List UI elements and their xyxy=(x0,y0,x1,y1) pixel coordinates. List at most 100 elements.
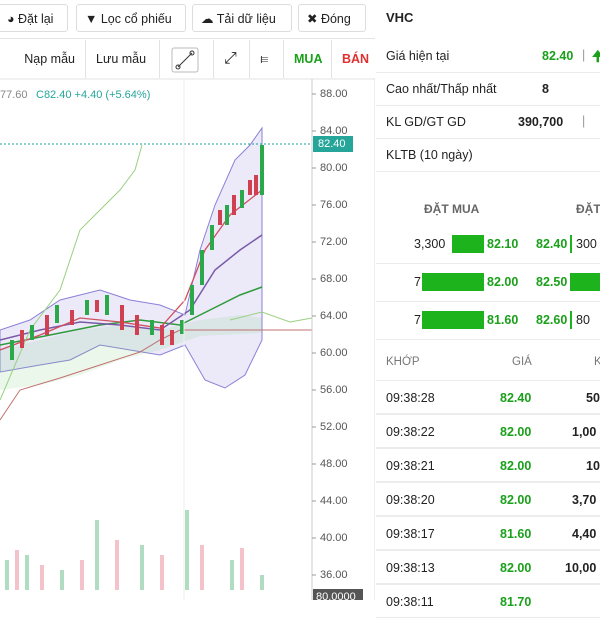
button-label: Đặt lại xyxy=(18,12,54,26)
filter-button[interactable]: ▼ Lọc cổ phiếu xyxy=(76,4,186,32)
trade-price: 82.00 xyxy=(500,561,532,575)
info-value: 82.40 xyxy=(542,49,574,63)
load-template[interactable]: Nạp mẫu xyxy=(0,40,86,78)
time-header: KHỚP xyxy=(386,356,420,368)
divider xyxy=(0,38,375,39)
save-template[interactable]: Lưu mẫu xyxy=(86,40,160,78)
sell-button[interactable]: BÁN xyxy=(342,52,370,66)
ask-header: ĐẶT xyxy=(576,202,600,216)
trade-row: 09:38:22 82.00 1,00 xyxy=(376,414,600,448)
info-value: 8 xyxy=(542,82,549,96)
button-label: Tải dữ liệu xyxy=(216,12,276,26)
price-axis-label: 88.00 xyxy=(320,88,348,100)
ask-price: 82.60 xyxy=(536,313,568,327)
trade-volume: 10 xyxy=(586,459,600,473)
trade-price: 82.40 xyxy=(500,391,532,405)
trade-price: 82.00 xyxy=(500,493,532,507)
button-label: Đóng xyxy=(320,12,351,26)
trade-price: 81.70 xyxy=(500,595,532,609)
up-arrow: 🠉 xyxy=(592,48,600,64)
trade-volume: 10,00 xyxy=(565,561,597,575)
trade-row: 09:38:13 82.00 10,00 xyxy=(376,550,600,584)
separator: | xyxy=(582,48,586,62)
info-row: Giá hiện tại 82.40 | 🠉 xyxy=(376,40,600,73)
price-axis-label: 84.00 xyxy=(320,125,348,137)
bid-price: 82.10 xyxy=(487,237,519,251)
trade-volume: 50 xyxy=(586,391,600,405)
info-row: Cao nhất/Thấp nhất 8 xyxy=(376,73,600,106)
price-header: GIÁ xyxy=(512,356,532,368)
symbol: VHC xyxy=(386,10,414,25)
fullscreen[interactable]: ⤢ xyxy=(214,40,250,78)
price-axis-label: 36.00 xyxy=(320,569,348,581)
trade-row: 09:38:21 82.00 10 xyxy=(376,448,600,482)
separator: | xyxy=(582,114,586,128)
trade-row: 09:38:17 81.60 4,40 xyxy=(376,516,600,550)
bid-volume: 3,300 xyxy=(414,237,446,251)
info-label: Cao nhất/Thấp nhất xyxy=(386,82,497,96)
legend-open: 77.60 xyxy=(0,89,28,101)
page: ◕ Đặt lại ▼ Lọc cổ phiếu ☁ Tải dữ liệu ✖… xyxy=(0,4,600,618)
info-label: Giá hiện tại xyxy=(386,49,450,63)
price-axis-label: 76.00 xyxy=(320,199,348,211)
bid-bar xyxy=(452,235,484,253)
price-axis-label: 60.00 xyxy=(320,347,348,359)
line-tool[interactable] xyxy=(160,40,214,78)
trade-volume: 4,40 xyxy=(572,527,597,541)
bid-header: ĐẶT MUA xyxy=(424,202,480,216)
legend-change: C82.40 +4.40 (+5.64%) xyxy=(36,89,150,101)
volume-axis-label: 80.0000 xyxy=(316,591,356,600)
ask-bar xyxy=(570,311,572,329)
trade-time: 09:38:20 xyxy=(386,493,435,507)
trade-time: 09:38:28 xyxy=(386,391,435,405)
trade-price: 82.00 xyxy=(500,459,532,473)
trade-volume: 3,70 xyxy=(572,493,597,507)
price-axis-label: 64.00 xyxy=(320,310,348,322)
info-row: KLTB (10 ngày) xyxy=(376,139,600,172)
trade-time: 09:38:13 xyxy=(386,561,435,575)
close-button[interactable]: ✖ Đóng xyxy=(298,4,366,32)
line-icon xyxy=(171,47,199,73)
reset-button[interactable]: ◕ Đặt lại xyxy=(0,4,68,32)
bid-price: 81.60 xyxy=(487,313,519,327)
trade-price: 81.60 xyxy=(500,527,532,541)
info-value: 390,700 xyxy=(518,115,564,129)
ask-price: 82.40 xyxy=(536,237,568,251)
volume-header: K xyxy=(594,356,600,368)
bid-price: 82.00 xyxy=(487,275,519,289)
bid-bar xyxy=(422,273,484,291)
ask-price: 82.50 xyxy=(536,275,568,289)
ask-volume: 300 xyxy=(576,237,597,251)
button-label: Lọc cổ phiếu xyxy=(100,12,172,26)
price-axis-label: 80.00 xyxy=(320,162,348,174)
trade-time: 09:38:17 xyxy=(386,527,435,541)
trade-row: 09:38:28 82.40 50 xyxy=(376,380,600,414)
book-row: 3,300 82.10 82.40 300 xyxy=(376,226,600,264)
download-button[interactable]: ☁ Tải dữ liệu xyxy=(192,4,292,32)
buy-button[interactable]: MUA xyxy=(284,40,332,78)
price-axis-label: 40.00 xyxy=(320,532,348,544)
price-axis-label: 72.00 xyxy=(320,236,348,248)
price-axis-label: 56.00 xyxy=(320,384,348,396)
ask-bar xyxy=(570,273,600,291)
trade-volume: 1,00 xyxy=(572,425,597,439)
price-axis-label: 52.00 xyxy=(320,421,348,433)
share[interactable]: ⫢ xyxy=(250,40,284,78)
price-axis-label: 68.00 xyxy=(320,273,348,285)
trade-time: 09:38:11 xyxy=(386,595,434,609)
bid-bar xyxy=(422,311,484,329)
trade-time: 09:38:21 xyxy=(386,459,435,473)
trade-row: 09:38:20 82.00 3,70 xyxy=(376,482,600,516)
price-axis-label: 48.00 xyxy=(320,458,348,470)
info-label: KL GD/GT GD xyxy=(386,115,466,129)
ask-volume: 80 xyxy=(576,313,590,327)
trade-price: 82.00 xyxy=(500,425,532,439)
info-label: KLTB (10 ngày) xyxy=(386,148,473,162)
info-row: KL GD/GT GD 390,700 | xyxy=(376,106,600,139)
ask-bar xyxy=(570,235,572,253)
price-axis-label: 44.00 xyxy=(320,495,348,507)
chart: 77.60 C82.40 +4.40 (+5.64%) 88.00 84.00 80… xyxy=(0,78,375,600)
last-price-tag: 82.40 xyxy=(318,138,346,150)
